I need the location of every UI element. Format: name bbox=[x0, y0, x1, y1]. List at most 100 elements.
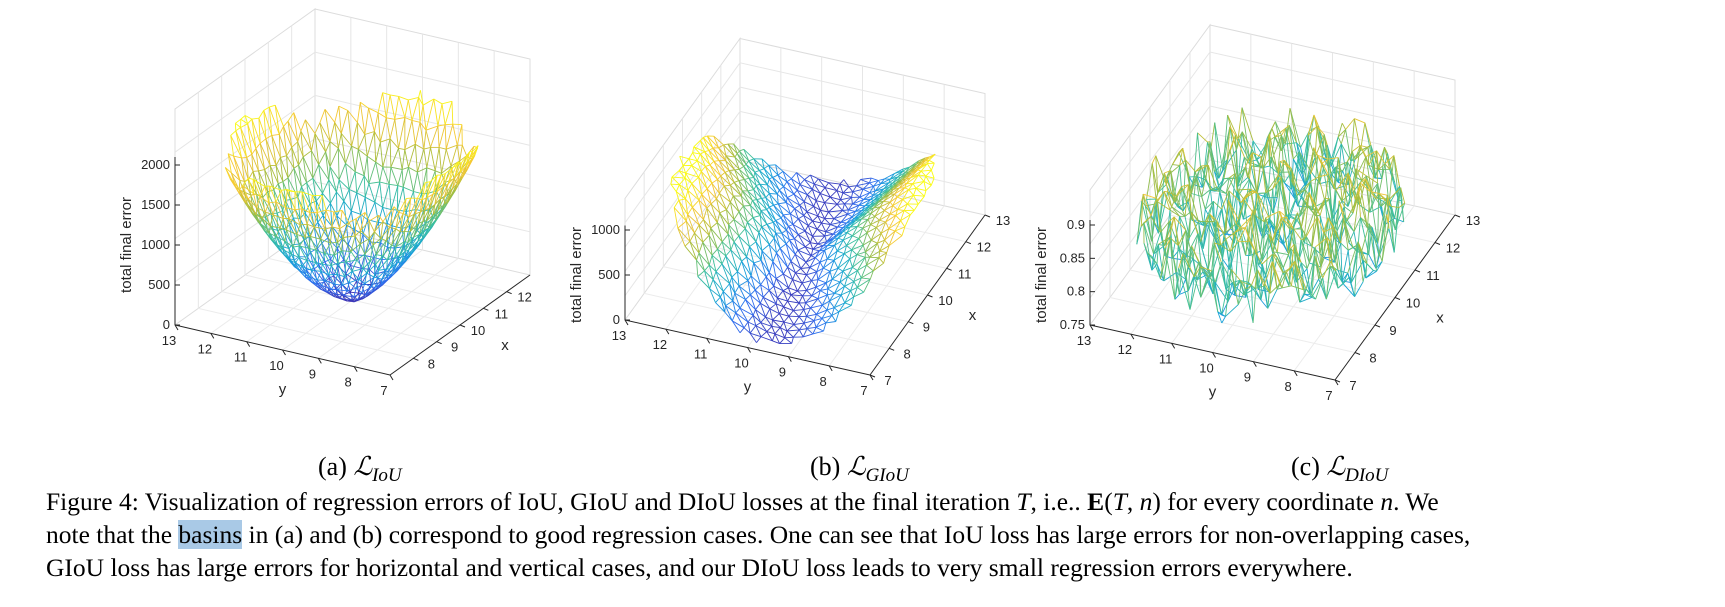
mesh-edge bbox=[778, 313, 785, 323]
mesh-edge bbox=[733, 241, 747, 258]
mesh-edge bbox=[749, 246, 755, 264]
mesh-edge bbox=[1210, 189, 1220, 192]
mesh-edge bbox=[1291, 285, 1304, 291]
mesh-edge bbox=[422, 219, 428, 223]
mesh-edge bbox=[428, 204, 436, 210]
x-axis-label: x bbox=[1436, 310, 1444, 327]
mesh-edge bbox=[288, 259, 295, 267]
mesh-edge bbox=[1353, 118, 1361, 151]
mesh-edge bbox=[921, 169, 932, 172]
mesh-edge bbox=[1317, 155, 1323, 164]
mesh-edge bbox=[1296, 142, 1306, 170]
mesh-edge bbox=[1265, 251, 1274, 276]
mesh-edge bbox=[834, 245, 838, 252]
mesh-edge bbox=[923, 175, 927, 182]
mesh-edge bbox=[775, 297, 778, 304]
mesh-edge bbox=[272, 228, 278, 231]
mesh-edge bbox=[678, 170, 686, 179]
mesh-edge bbox=[389, 119, 396, 139]
mesh-edge bbox=[749, 241, 757, 248]
mesh-edge bbox=[374, 201, 383, 208]
mesh-edge bbox=[769, 303, 777, 310]
mesh-edge bbox=[673, 200, 680, 208]
mesh-edge bbox=[1245, 289, 1254, 323]
mesh-edge bbox=[1341, 172, 1349, 201]
mesh-edge bbox=[251, 117, 259, 120]
mesh-edge bbox=[258, 118, 261, 144]
mesh-edge bbox=[380, 237, 387, 242]
mesh-edge bbox=[930, 170, 935, 179]
mesh-edge bbox=[693, 146, 701, 155]
mesh-edge bbox=[264, 169, 269, 192]
mesh-edge bbox=[1195, 176, 1204, 226]
mesh-edge bbox=[851, 211, 856, 218]
mesh-edge bbox=[324, 277, 330, 283]
mesh-edge bbox=[315, 200, 324, 216]
mesh-edge bbox=[283, 228, 293, 245]
mesh-edge bbox=[846, 238, 860, 246]
mesh-edge bbox=[366, 261, 371, 274]
mesh-edge bbox=[738, 235, 748, 258]
mesh-edge bbox=[318, 265, 325, 283]
mesh-edge bbox=[732, 292, 736, 302]
mesh-edge bbox=[1337, 123, 1343, 138]
mesh-edge bbox=[1190, 212, 1199, 234]
mesh-edge bbox=[287, 121, 293, 148]
mesh-edge bbox=[759, 215, 763, 227]
mesh-edge bbox=[424, 193, 434, 210]
mesh-edge bbox=[1160, 278, 1165, 282]
mesh-edge bbox=[1175, 184, 1189, 197]
mesh-edge bbox=[239, 179, 245, 182]
mesh-edge bbox=[393, 247, 399, 259]
mesh-edge bbox=[812, 220, 822, 224]
mesh-edge bbox=[342, 282, 350, 286]
mesh-edge bbox=[1259, 217, 1267, 252]
mesh-edge bbox=[1347, 172, 1354, 214]
mesh-edge bbox=[908, 183, 914, 190]
mesh-edge bbox=[322, 215, 333, 227]
mesh-edge bbox=[712, 279, 721, 298]
mesh-edge bbox=[717, 248, 727, 257]
highlighted-word[interactable]: basins bbox=[178, 520, 243, 549]
mesh-edge bbox=[447, 176, 456, 185]
mesh-edge bbox=[730, 241, 735, 251]
mesh-edge bbox=[755, 309, 766, 318]
mesh-edge bbox=[343, 235, 356, 238]
mesh-edge bbox=[239, 189, 249, 200]
mesh-edge bbox=[408, 240, 419, 251]
mesh-edge bbox=[407, 99, 413, 121]
mesh-edge bbox=[1344, 214, 1355, 232]
mesh-edge bbox=[426, 214, 434, 221]
mesh-edge bbox=[375, 254, 377, 265]
mesh-edge bbox=[1333, 227, 1343, 281]
mesh-edge bbox=[786, 181, 798, 191]
mesh-edge bbox=[385, 227, 390, 241]
mesh-edge bbox=[324, 109, 336, 123]
mesh-edge bbox=[282, 248, 290, 260]
mesh-edge bbox=[363, 175, 366, 198]
mesh-edge bbox=[1151, 256, 1161, 279]
mesh-edge bbox=[378, 214, 384, 222]
mesh-edge bbox=[387, 257, 395, 261]
mesh-edge bbox=[789, 238, 795, 241]
mesh-edge bbox=[1376, 261, 1383, 272]
mesh-edge bbox=[238, 180, 241, 190]
mesh-edge bbox=[1219, 191, 1231, 229]
mesh-edge bbox=[395, 213, 404, 229]
mesh-edge bbox=[847, 210, 856, 215]
mesh-edge bbox=[786, 329, 800, 332]
mesh-edge bbox=[1174, 294, 1180, 300]
mesh-edge bbox=[704, 264, 710, 272]
mesh-edge bbox=[717, 241, 723, 250]
mesh-edge bbox=[396, 185, 399, 211]
mesh-edge bbox=[691, 207, 700, 226]
mesh-edge bbox=[356, 102, 361, 123]
mesh-edge bbox=[1197, 132, 1208, 143]
mesh-edge bbox=[395, 212, 400, 229]
mesh-edge bbox=[1265, 210, 1280, 219]
mesh-edge bbox=[1357, 241, 1368, 264]
mesh-edge bbox=[318, 164, 323, 194]
mesh-edge bbox=[1365, 270, 1374, 279]
mesh-edge bbox=[812, 330, 824, 335]
mesh-edge bbox=[440, 173, 446, 176]
